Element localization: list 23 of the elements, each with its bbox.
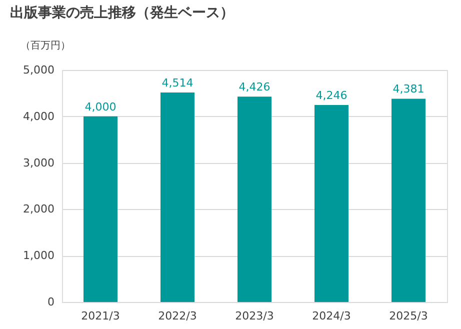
bar <box>314 104 348 302</box>
x-tick-label: 2022/3 <box>158 310 197 322</box>
bar <box>160 92 194 302</box>
y-tick-label: 2,000 <box>23 202 54 216</box>
y-tick-label: 4,000 <box>23 110 54 123</box>
data-label: 4,514 <box>162 76 194 90</box>
bar <box>238 96 272 302</box>
chart-title: 出版事業の売上推移（発生ベース） <box>10 5 234 21</box>
x-tick-label: 2024/3 <box>312 310 351 322</box>
y-tick-label: 1,000 <box>23 249 54 262</box>
bar <box>392 98 426 302</box>
data-label: 4,000 <box>84 100 116 114</box>
y-tick-label: 3,000 <box>23 156 54 170</box>
y-tick-label: 5,000 <box>23 64 54 76</box>
x-tick-label: 2023/3 <box>235 310 274 322</box>
data-label: 4,381 <box>392 82 424 96</box>
y-axis-title: （百万円） <box>20 40 70 52</box>
x-tick-label: 2025/3 <box>389 310 428 322</box>
data-label: 4,426 <box>238 80 270 94</box>
x-tick-label: 2021/3 <box>81 310 120 322</box>
bar <box>84 116 118 302</box>
y-tick-label: 0 <box>48 296 54 308</box>
data-label: 4,246 <box>316 88 348 102</box>
